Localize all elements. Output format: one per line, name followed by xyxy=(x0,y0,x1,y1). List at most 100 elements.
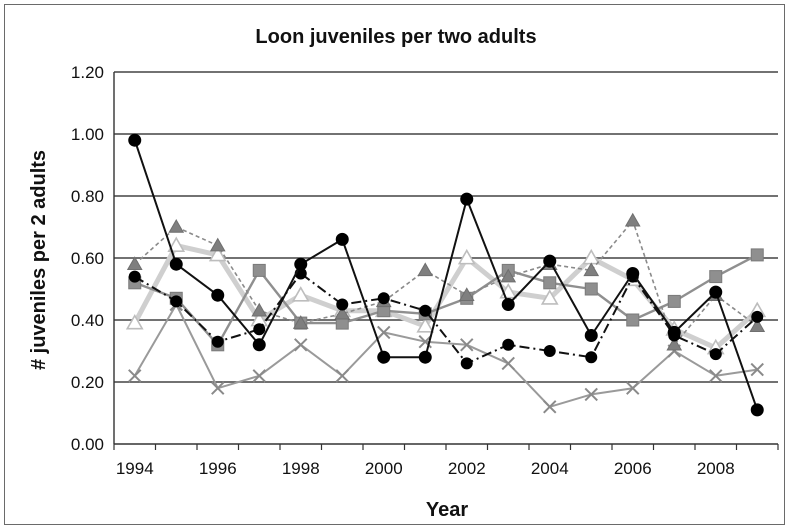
data-point xyxy=(460,357,473,370)
series-black-solid-circle xyxy=(128,133,764,417)
data-point xyxy=(294,338,308,352)
data-point xyxy=(584,282,598,296)
y-tick-label: 1.00 xyxy=(71,125,104,144)
x-tick-label: 1994 xyxy=(116,459,154,478)
x-tick-label: 2004 xyxy=(531,459,569,478)
data-point xyxy=(458,287,475,301)
data-point xyxy=(168,218,185,233)
chart-title: Loon juveniles per two adults xyxy=(255,26,536,48)
data-point xyxy=(584,329,598,342)
data-point xyxy=(128,270,141,283)
data-point xyxy=(626,313,640,327)
data-point xyxy=(167,236,186,253)
data-point xyxy=(170,295,183,308)
series-gray-x xyxy=(128,297,764,414)
data-point xyxy=(501,298,515,311)
series-line xyxy=(134,220,758,346)
data-point xyxy=(417,262,434,277)
data-point xyxy=(543,345,556,357)
data-point xyxy=(377,350,391,364)
data-point xyxy=(418,350,432,364)
data-point xyxy=(709,348,722,361)
data-point xyxy=(749,318,766,332)
data-point xyxy=(709,270,723,284)
data-point xyxy=(251,302,268,317)
series-line xyxy=(134,272,758,365)
data-point xyxy=(543,254,557,268)
data-point xyxy=(377,292,390,305)
data-point xyxy=(211,381,225,395)
x-tick-label: 2002 xyxy=(448,459,486,478)
data-point xyxy=(294,257,308,271)
data-point xyxy=(624,212,641,227)
x-tick-label: 2000 xyxy=(365,459,403,478)
data-point xyxy=(500,268,517,283)
y-axis-label: # juveniles per 2 adults xyxy=(28,150,50,370)
y-tick-label: 0.80 xyxy=(71,187,104,206)
data-point xyxy=(460,192,474,206)
x-tick-label: 2006 xyxy=(614,459,652,478)
data-point xyxy=(667,325,681,339)
data-point xyxy=(626,381,640,395)
data-point xyxy=(335,232,349,246)
data-point xyxy=(626,267,640,280)
data-point xyxy=(543,276,557,290)
series-line xyxy=(133,303,758,408)
data-point xyxy=(253,323,266,336)
data-point xyxy=(208,245,227,262)
data-point xyxy=(211,288,225,302)
data-point xyxy=(460,338,474,352)
data-point xyxy=(543,400,557,414)
series-line xyxy=(133,139,759,411)
data-point xyxy=(335,369,349,383)
data-point xyxy=(585,351,598,364)
chart-svg: 0.00 0.20 0.40 0.60 0.80 1.00 1.20 1994 1996 1998… xyxy=(28,26,779,521)
y-tick-label: 0.00 xyxy=(71,435,104,454)
series-line xyxy=(134,253,758,346)
data-point xyxy=(128,369,142,383)
data-point xyxy=(584,387,598,402)
data-point xyxy=(334,305,351,320)
tick-labels: 0.00 0.20 0.40 0.60 0.80 1.00 1.20 1994 1996 1998… xyxy=(71,63,735,478)
data-point xyxy=(211,335,224,348)
data-point xyxy=(126,256,143,270)
data-point xyxy=(252,338,266,352)
data-point xyxy=(502,338,515,351)
data-point xyxy=(750,362,764,377)
data-point xyxy=(252,263,266,277)
axes xyxy=(113,72,779,450)
data-point xyxy=(209,237,226,252)
data-point xyxy=(292,315,309,329)
x-tick-label: 1998 xyxy=(282,459,320,478)
y-tick-label: 0.20 xyxy=(71,373,104,392)
data-point xyxy=(750,403,764,417)
data-point xyxy=(336,298,349,311)
data-point xyxy=(125,313,144,330)
data-point xyxy=(128,133,142,147)
data-point xyxy=(291,286,310,302)
x-tick-label: 2008 xyxy=(697,459,735,478)
x-axis-label: Year xyxy=(426,499,468,521)
data-point xyxy=(582,248,601,265)
data-point xyxy=(501,356,515,371)
data-point xyxy=(419,304,432,317)
data-point xyxy=(667,294,681,308)
data-point xyxy=(751,310,764,323)
data-point xyxy=(457,248,476,265)
series-layer xyxy=(125,133,767,417)
y-tick-label: 0.40 xyxy=(71,311,104,330)
data-point xyxy=(416,317,435,333)
y-tick-label: 0.60 xyxy=(71,249,104,268)
data-point xyxy=(709,369,723,383)
data-point xyxy=(750,248,764,262)
data-point xyxy=(583,262,600,277)
y-tick-label: 1.20 xyxy=(71,63,104,82)
x-tick-label: 1996 xyxy=(199,459,237,478)
chart-frame: 0.00 0.20 0.40 0.60 0.80 1.00 1.20 1994 1996 1998… xyxy=(4,4,785,525)
data-point xyxy=(709,285,723,299)
data-point xyxy=(666,336,683,351)
data-point xyxy=(540,289,559,305)
data-point xyxy=(252,369,266,383)
data-point xyxy=(169,257,183,271)
data-point xyxy=(377,325,391,340)
